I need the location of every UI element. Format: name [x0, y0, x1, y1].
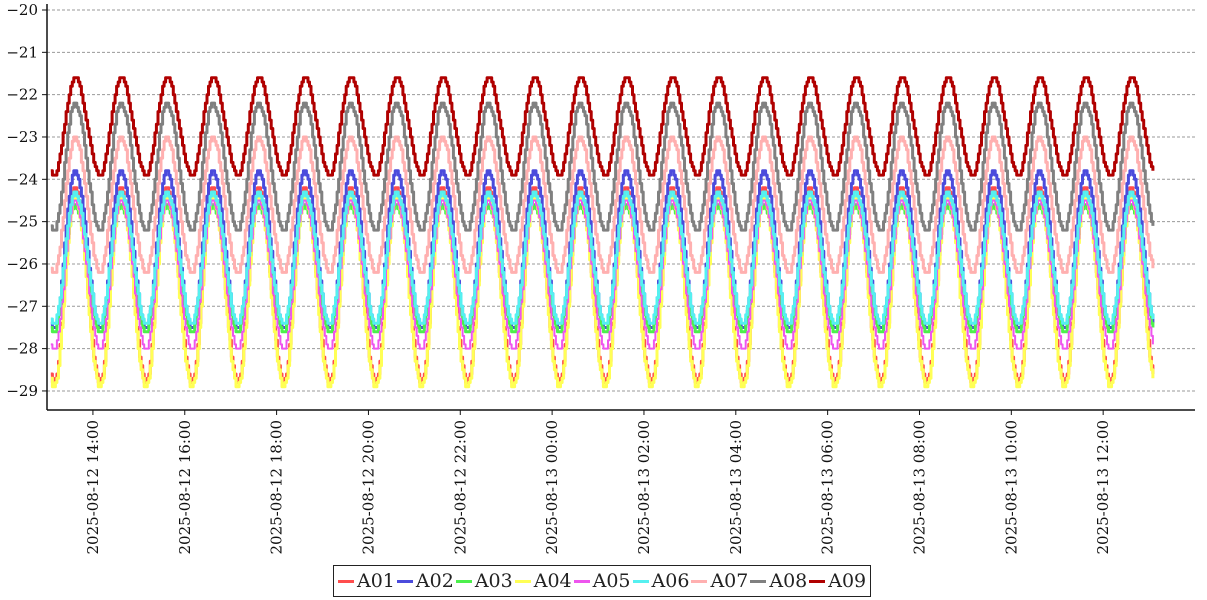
legend-item-a09: A09: [809, 570, 866, 592]
x-tick-label: 2025-08-12 14:00: [84, 420, 102, 554]
x-tick-label: 2025-08-13 06:00: [819, 420, 837, 554]
y-tick-label: −25: [6, 213, 38, 231]
legend-item-a06: A06: [632, 570, 690, 592]
legend-swatch: [809, 579, 826, 583]
series-layer: [50, 76, 1155, 389]
y-tick-label: −23: [6, 128, 38, 146]
temperature-chart: −20 −21 −22 −23 −24 −25 −26 −27 −28 −29 2025-08-1…: [6, 1, 1195, 554]
x-tick-label: 2025-08-13 08:00: [910, 420, 928, 554]
series-line-a08: [50, 101, 1155, 232]
y-tick-label: −22: [6, 86, 38, 104]
x-tick-label: 2025-08-12 20:00: [359, 420, 377, 554]
legend: A01 A02 A03 A04 A05 A06 A07 A08 A09: [333, 565, 872, 597]
legend-item-a03: A03: [455, 570, 513, 592]
legend-swatch: [632, 579, 649, 583]
y-tick-label: −28: [6, 340, 38, 358]
series-line-a04: [50, 194, 1155, 389]
legend-item-a08: A08: [750, 570, 807, 592]
x-tick-label: 2025-08-13 02:00: [635, 420, 653, 554]
x-tick-label: 2025-08-12 16:00: [176, 420, 194, 554]
y-tick-label: −21: [6, 43, 38, 61]
y-tick-label: −26: [6, 255, 38, 273]
x-tick-label: 2025-08-13 10:00: [1002, 420, 1020, 554]
legend-label: A09: [828, 570, 867, 592]
legend-label: A03: [474, 570, 513, 592]
legend-label: A05: [592, 570, 631, 592]
legend-swatch: [455, 579, 472, 583]
y-tick-label: −27: [6, 297, 38, 315]
legend-label: A04: [533, 570, 572, 592]
x-tick-label: 2025-08-13 12:00: [1094, 420, 1112, 554]
legend-item-a04: A04: [514, 570, 572, 592]
series-line-a07: [50, 135, 1155, 274]
series-line-a05: [50, 199, 1154, 350]
y-tick-label: −24: [6, 170, 38, 188]
series-line-a09: [50, 76, 1155, 177]
legend-swatch: [750, 579, 767, 583]
legend-swatch: [514, 579, 531, 583]
x-tick-label: 2025-08-12 18:00: [268, 420, 286, 554]
legend-label: A07: [710, 570, 749, 592]
y-tick-label: −20: [6, 1, 38, 19]
legend-label: A02: [415, 570, 454, 592]
y-tick-label: −29: [6, 382, 38, 400]
legend-item-a05: A05: [573, 570, 631, 592]
x-tick-label: 2025-08-13 00:00: [543, 420, 561, 554]
axes: [46, 4, 1195, 411]
x-axis-ticks: 2025-08-12 14:00 2025-08-12 16:00 2025-08-…: [84, 410, 1112, 554]
legend-label: A06: [651, 570, 690, 592]
y-axis-ticks: −20 −21 −22 −23 −24 −25 −26 −27 −28 −29: [6, 1, 47, 400]
series-line-a03: [50, 203, 1155, 334]
legend-swatch: [396, 579, 413, 583]
legend-swatch: [573, 579, 590, 583]
legend-item-a07: A07: [691, 570, 748, 592]
x-tick-label: 2025-08-13 04:00: [727, 420, 745, 554]
legend-item-a01: A01: [338, 570, 395, 592]
legend-label: A01: [357, 570, 395, 592]
legend-swatch: [338, 579, 354, 583]
series-line-a06: [50, 190, 1155, 325]
legend-item-a02: A02: [396, 570, 454, 592]
legend-label: A08: [769, 570, 808, 592]
x-tick-label: 2025-08-12 22:00: [451, 420, 469, 554]
legend-swatch: [691, 579, 708, 583]
